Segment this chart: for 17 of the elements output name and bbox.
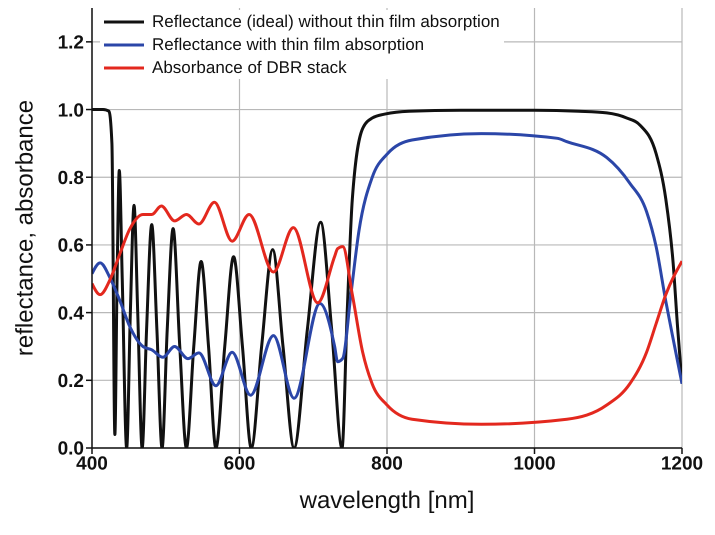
- y-tick-label: 0.4: [58, 303, 84, 324]
- x-axis-title: wavelength [nm]: [298, 487, 474, 514]
- y-tick-label: 0.8: [58, 168, 84, 189]
- y-tick-label: 1.0: [58, 100, 84, 122]
- y-tick-label: 0.6: [58, 236, 84, 257]
- y-axis-title: reflectance, absorbance: [12, 100, 39, 356]
- line-series: [92, 200, 682, 426]
- line-series: [92, 132, 682, 400]
- x-tick-label: 600: [224, 453, 256, 474]
- legend-label: Absorbance of DBR stack: [152, 57, 347, 79]
- y-tick-label: 0.2: [58, 371, 84, 392]
- x-tick-label: 1200: [660, 453, 704, 474]
- y-tick-label: 1.2: [58, 32, 84, 54]
- legend-label: Reflectance (ideal) without thin film absorption: [152, 11, 500, 33]
- legend-label: Reflectance with thin film absorption: [152, 34, 424, 56]
- x-tick-label: 1000: [513, 453, 556, 474]
- x-tick-label: 800: [371, 453, 403, 474]
